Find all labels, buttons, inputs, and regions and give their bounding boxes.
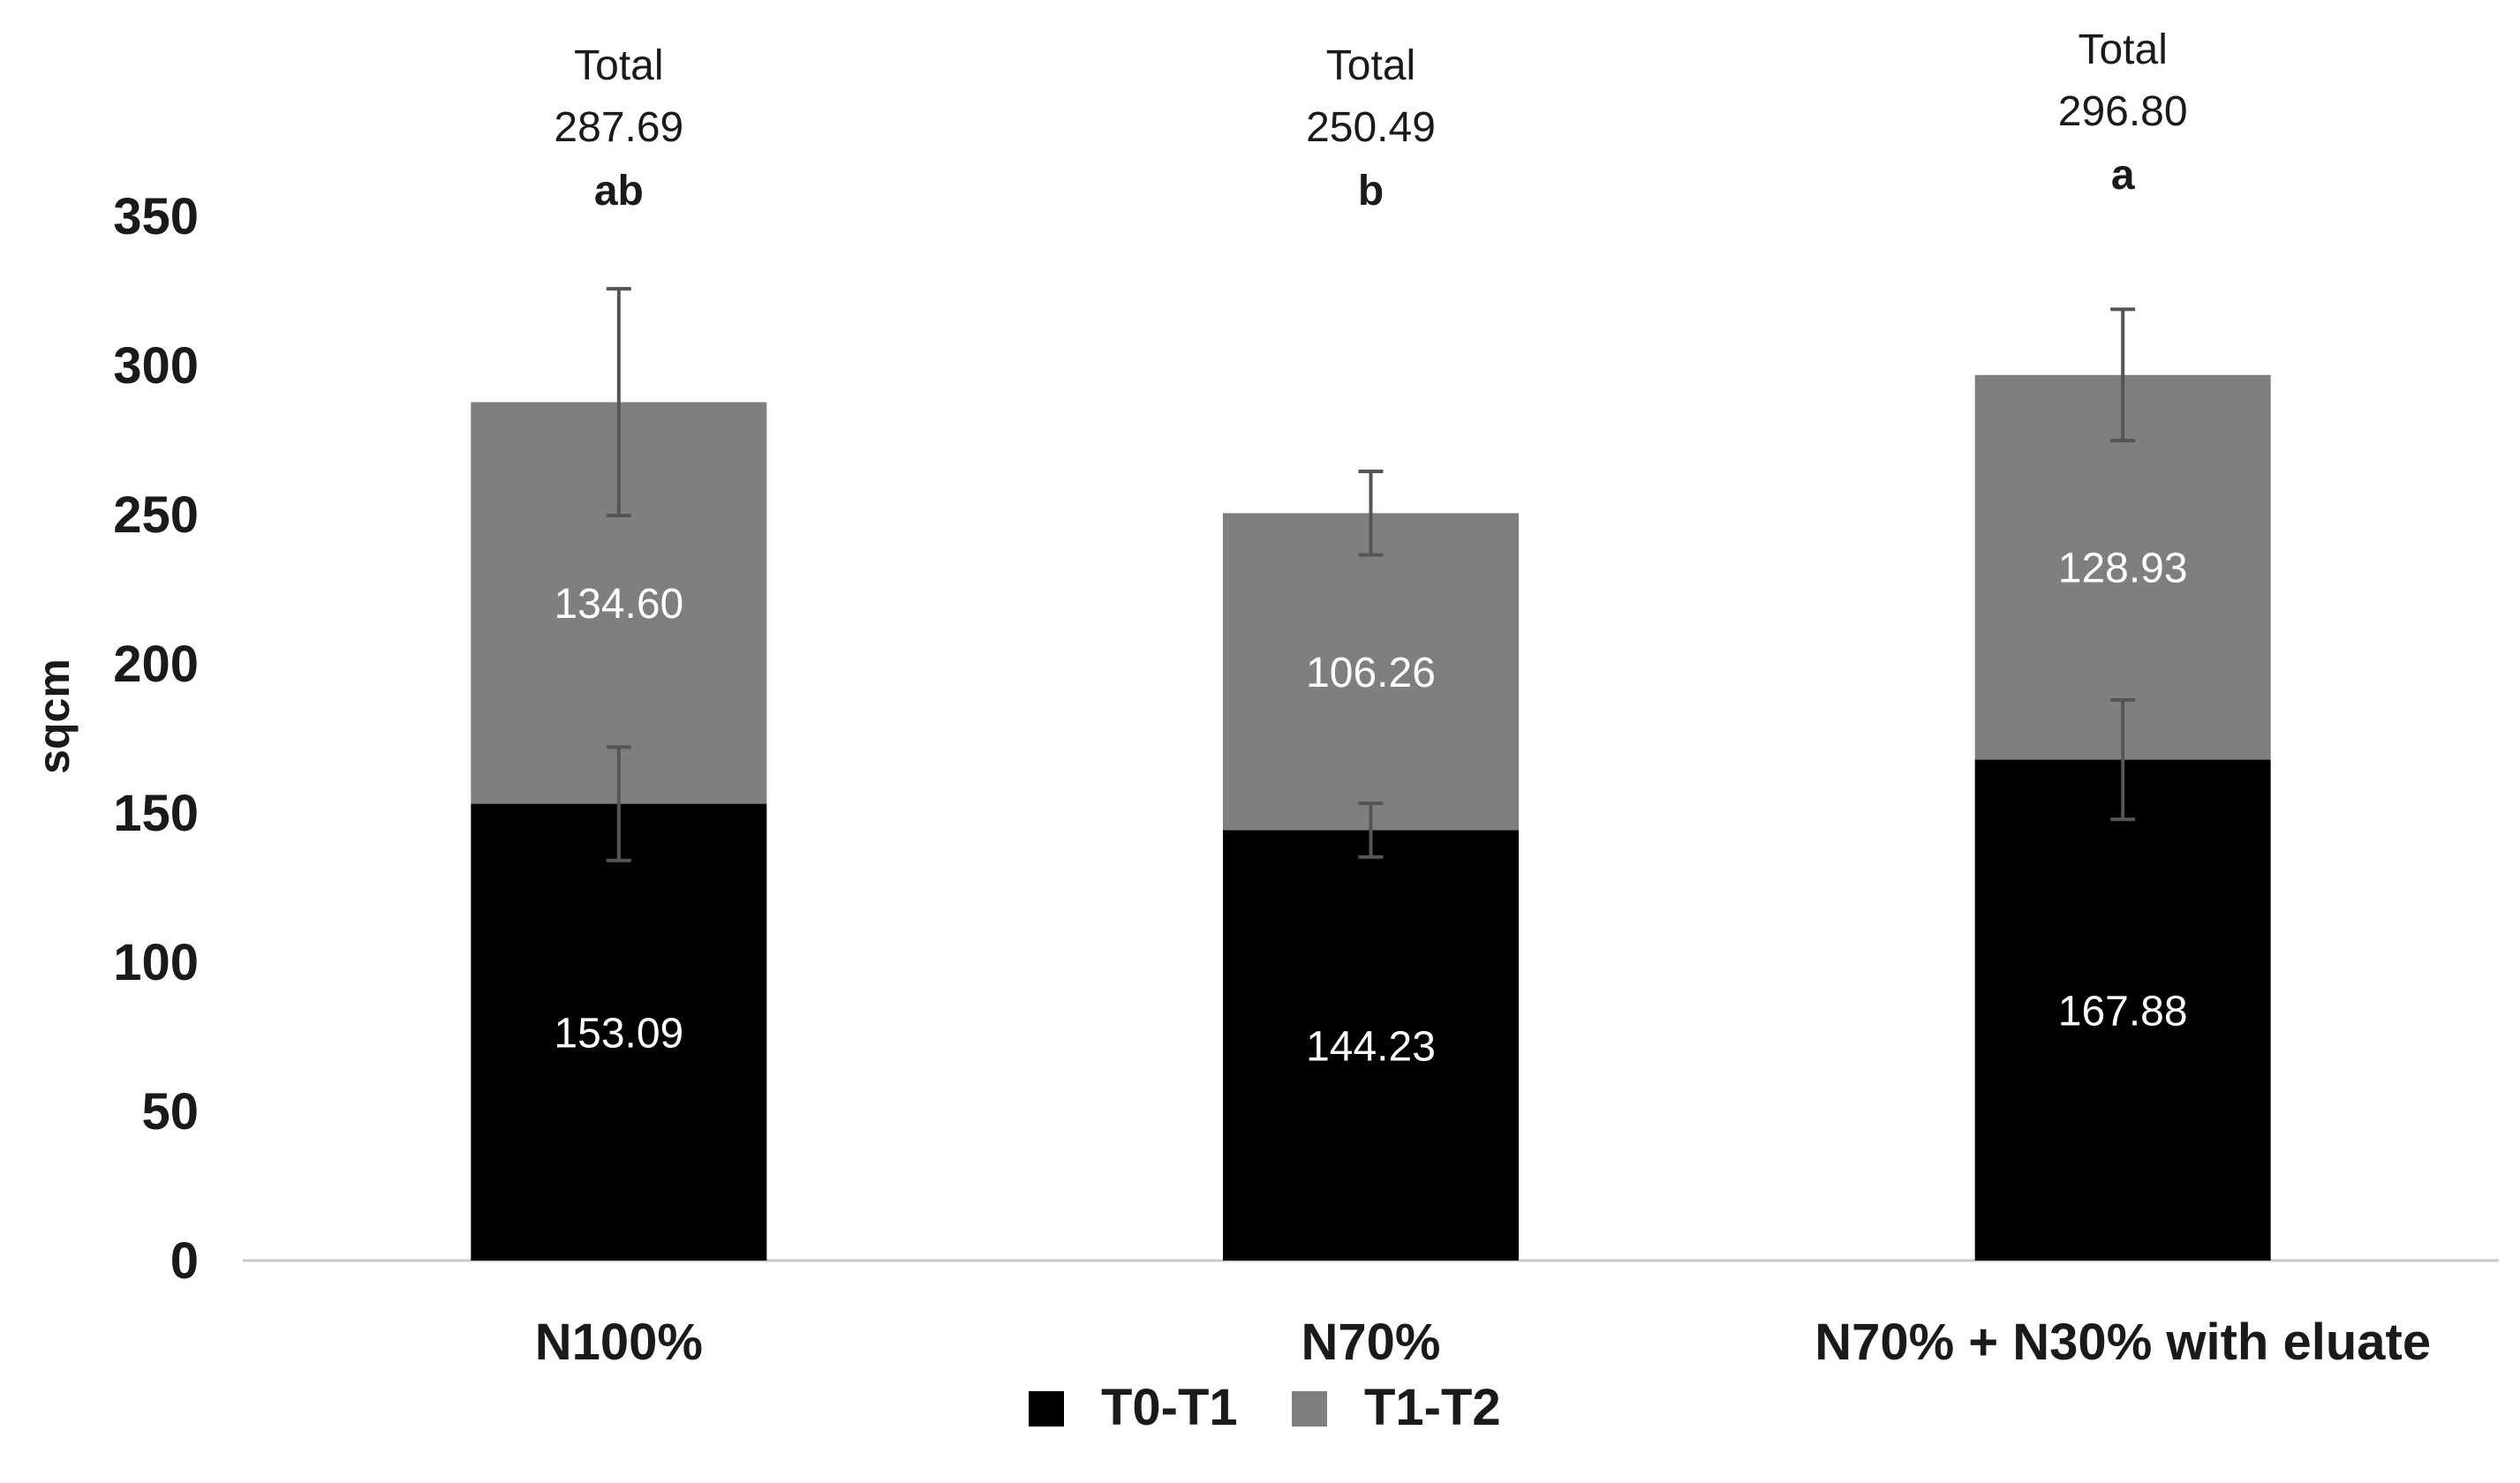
y-tick-label: 200	[113, 636, 199, 693]
legend: T0-T1 T1-T2	[1029, 1379, 1501, 1436]
bar-segment-t0-t1	[1974, 759, 2271, 1261]
value-label-t1-t2: 106.26	[1306, 650, 1436, 696]
legend-swatch-t0-t1	[1029, 1391, 1064, 1427]
y-axis-ticks: 0 50 100 150 200 250 300 350	[113, 188, 199, 1290]
bar-segment-t1-t2	[1223, 513, 1519, 831]
significance-letter: b	[1358, 168, 1384, 215]
total-word-label: Total	[2078, 26, 2167, 73]
category-label: N70%	[1301, 1314, 1441, 1371]
y-tick-label: 350	[113, 188, 199, 245]
y-tick-label: 250	[113, 486, 199, 544]
total-word-label: Total	[574, 42, 663, 89]
category-label: N100%	[535, 1314, 703, 1371]
value-label-t1-t2: 134.60	[554, 581, 683, 628]
y-tick-label: 50	[141, 1083, 199, 1140]
legend-label-t0-t1: T0-T1	[1101, 1379, 1238, 1436]
total-value-label: 287.69	[554, 104, 683, 151]
legend-swatch-t1-t2	[1292, 1391, 1327, 1427]
y-tick-label: 0	[170, 1232, 199, 1290]
y-tick-label: 300	[113, 337, 199, 395]
bars-group: 153.09134.60N100%Total287.69ab144.23106.…	[471, 26, 2431, 1371]
significance-letter: a	[2111, 152, 2135, 199]
value-label-t1-t2: 128.93	[2058, 546, 2188, 592]
bar-segment-t0-t1	[1223, 830, 1519, 1261]
bar-segment-t0-t1	[471, 803, 767, 1261]
value-label-t0-t1: 153.09	[554, 1010, 683, 1057]
value-label-t0-t1: 144.23	[1306, 1023, 1436, 1070]
total-word-label: Total	[1326, 42, 1415, 89]
total-value-label: 250.49	[1306, 104, 1436, 151]
total-value-label: 296.80	[2058, 88, 2188, 135]
y-axis-title: sqcm	[29, 659, 79, 774]
value-label-t0-t1: 167.88	[2058, 988, 2188, 1035]
legend-label-t1-t2: T1-T2	[1364, 1379, 1501, 1436]
category-label: N70% + N30% with eluate	[1815, 1314, 2431, 1371]
significance-letter: ab	[594, 168, 644, 215]
y-tick-label: 150	[113, 785, 199, 842]
y-tick-label: 100	[113, 934, 199, 991]
